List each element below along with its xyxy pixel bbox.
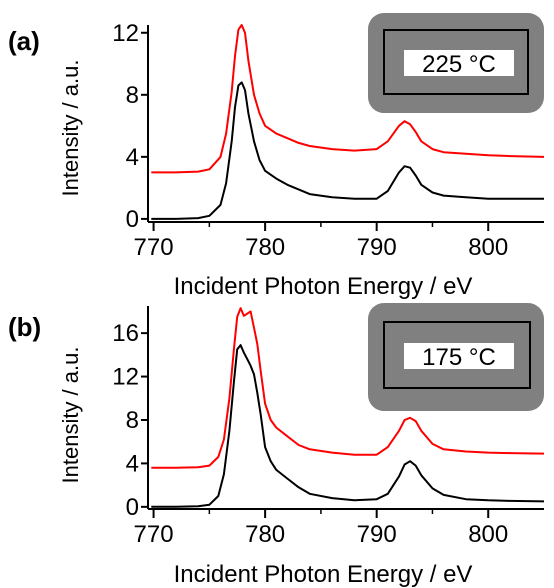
inset-label-box [404, 343, 514, 369]
panel-label: (b) [8, 312, 41, 342]
inset-label-box [404, 50, 514, 76]
y-tick-label: 0 [126, 494, 139, 521]
temperature-inset: 175 °C [368, 303, 544, 411]
inset-border [383, 321, 531, 389]
panel-b: (b) 770 780 790 800 0 4 8 12 16 175 °C Incident … [8, 303, 545, 588]
x-axis-label: Incident Photon Energy / eV [174, 273, 473, 300]
y-tick-label: 12 [112, 20, 139, 47]
panel-a: (a) 770 780 790 800 0 4 8 12 225 °C Incident Ph… [8, 13, 545, 300]
x-tick-label: 780 [245, 234, 285, 261]
y-axis-label: Intensity / a.u. [58, 60, 83, 197]
y-tick-label: 4 [126, 450, 139, 477]
x-tick-label: 790 [357, 521, 397, 548]
inset-border [383, 29, 529, 95]
y-tick-label: 4 [126, 144, 139, 171]
y-tick-label: 12 [112, 364, 139, 391]
y-tick-label: 8 [126, 82, 139, 109]
x-tick-label: 770 [134, 234, 174, 261]
inset-label: 175 °C [422, 344, 496, 371]
y-axis-label: Intensity / a.u. [58, 347, 83, 484]
y-tick-label: 16 [112, 320, 139, 347]
temperature-inset: 225 °C [368, 13, 544, 113]
x-tick-label: 770 [134, 521, 174, 548]
panel-label: (a) [8, 26, 40, 56]
series-group [151, 24, 545, 220]
x-tick-label: 790 [357, 234, 397, 261]
series-line-2 [151, 344, 545, 508]
x-axis-label: Incident Photon Energy / eV [174, 561, 473, 588]
inset-label: 225 °C [422, 51, 496, 78]
series-line-1 [151, 307, 545, 469]
series-line-1 [151, 24, 545, 174]
series-line-2 [151, 81, 544, 220]
tick-group: 770 780 790 800 0 4 8 12 [112, 20, 508, 261]
series-group [151, 307, 545, 508]
y-tick-label: 8 [126, 407, 139, 434]
x-tick-label: 800 [468, 521, 508, 548]
tick-group: 770 780 790 800 0 4 8 12 16 [112, 320, 508, 548]
x-tick-label: 780 [245, 521, 285, 548]
y-tick-label: 0 [126, 206, 139, 233]
x-tick-label: 800 [468, 234, 508, 261]
